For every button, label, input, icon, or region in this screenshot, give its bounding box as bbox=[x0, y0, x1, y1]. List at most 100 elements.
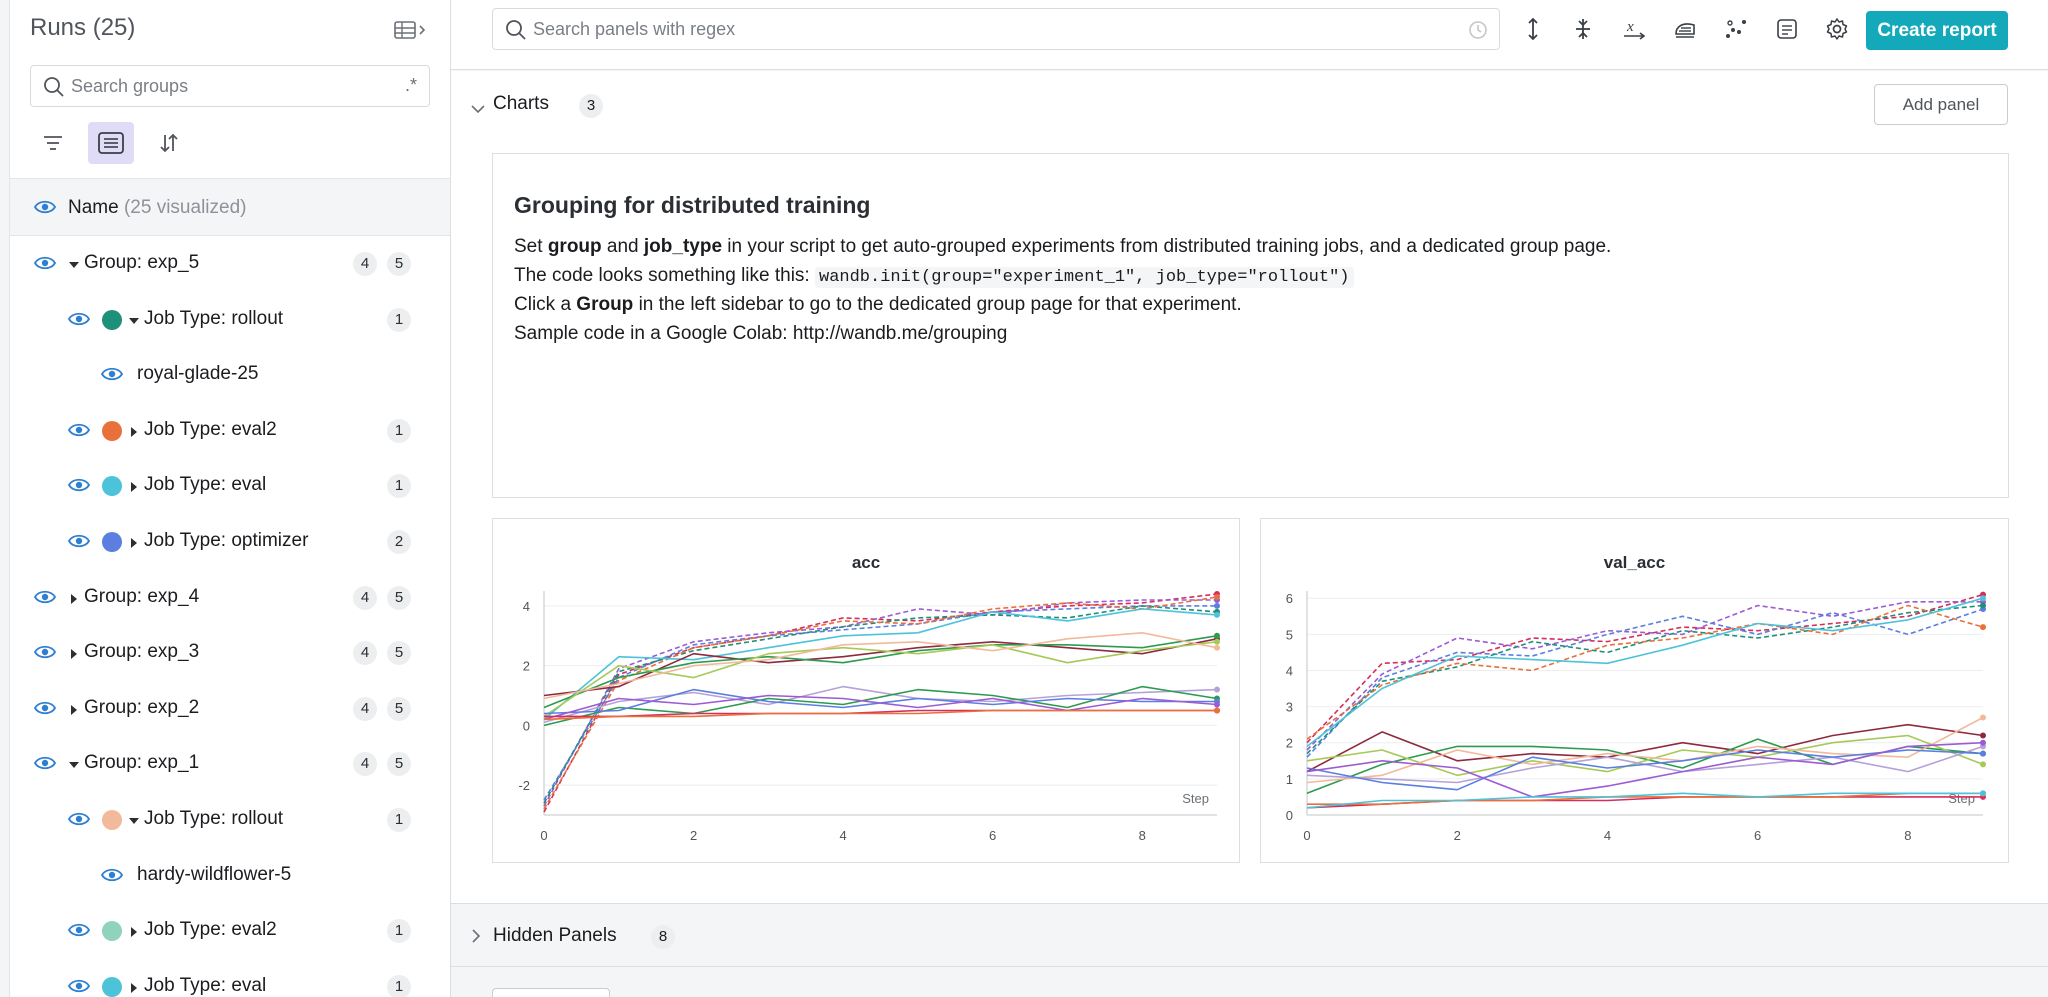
series-line[interactable] bbox=[1306, 597, 1984, 748]
expand-table-icon[interactable] bbox=[394, 20, 428, 40]
eye-icon[interactable] bbox=[67, 922, 91, 943]
x-axis-icon[interactable]: x bbox=[1620, 15, 1648, 43]
eye-icon[interactable] bbox=[33, 589, 57, 610]
caret-down-icon[interactable] bbox=[128, 314, 140, 326]
series-end-point[interactable] bbox=[1980, 761, 1986, 768]
series-line[interactable] bbox=[1306, 792, 1983, 809]
series-end-point[interactable] bbox=[1214, 611, 1220, 618]
collapse-vertical-icon[interactable] bbox=[1569, 15, 1597, 43]
series-end-point[interactable] bbox=[1980, 750, 1986, 757]
caret-right-icon[interactable] bbox=[128, 536, 140, 548]
run-color-dot[interactable] bbox=[102, 921, 122, 941]
group-button[interactable] bbox=[88, 122, 134, 164]
job-type-row[interactable]: Job Type: rollout 1 bbox=[10, 292, 450, 348]
series-end-point[interactable] bbox=[1214, 686, 1220, 693]
series-line[interactable] bbox=[543, 685, 1218, 727]
acc-chart-panel[interactable]: acc -2 0 2 4 0 2 4 6 8 Step bbox=[492, 518, 1240, 863]
series-line[interactable] bbox=[1307, 792, 1983, 806]
job-type-row[interactable]: Job Type: optimizer 2 bbox=[10, 514, 450, 570]
run-name[interactable]: royal-glade-25 bbox=[137, 363, 259, 384]
series-end-point[interactable] bbox=[1980, 790, 1986, 797]
eye-icon[interactable] bbox=[100, 366, 124, 387]
add-panel-button[interactable]: Add panel bbox=[1874, 84, 2008, 125]
eye-icon[interactable] bbox=[33, 199, 57, 220]
series-line[interactable] bbox=[1306, 723, 1984, 773]
eye-icon[interactable] bbox=[33, 755, 57, 776]
run-color-dot[interactable] bbox=[102, 532, 122, 552]
series-line[interactable] bbox=[1306, 604, 1984, 755]
caret-right-icon[interactable] bbox=[128, 425, 140, 437]
run-row[interactable]: hardy-wildflower-5 bbox=[10, 848, 450, 904]
series-line[interactable] bbox=[1306, 608, 1984, 758]
sort-button[interactable] bbox=[146, 122, 192, 164]
eye-icon[interactable] bbox=[33, 644, 57, 665]
eye-icon[interactable] bbox=[33, 700, 57, 721]
gear-icon[interactable] bbox=[1823, 15, 1851, 43]
series-line[interactable] bbox=[1306, 749, 1984, 791]
series-line[interactable] bbox=[1306, 601, 1983, 751]
caret-down-icon[interactable] bbox=[128, 814, 140, 826]
tooltip-settings-icon[interactable] bbox=[1773, 15, 1801, 43]
series-end-point[interactable] bbox=[1214, 701, 1220, 708]
group-search-input[interactable] bbox=[71, 66, 411, 106]
caret-right-icon[interactable] bbox=[128, 925, 140, 937]
caret-right-icon[interactable] bbox=[68, 647, 80, 659]
caret-down-icon[interactable] bbox=[68, 758, 80, 770]
run-row[interactable]: royal-glade-25 bbox=[10, 347, 450, 403]
history-icon[interactable] bbox=[1467, 19, 1489, 46]
series-end-point[interactable] bbox=[1980, 739, 1986, 746]
filter-button[interactable] bbox=[30, 122, 76, 164]
series-line[interactable] bbox=[543, 599, 1217, 807]
series-line[interactable] bbox=[543, 641, 1218, 718]
series-line[interactable] bbox=[543, 605, 1217, 801]
group-row[interactable]: Group: exp_4 4 5 bbox=[10, 570, 450, 626]
group-row[interactable]: Group: exp_1 4 5 bbox=[10, 736, 450, 792]
series-line[interactable] bbox=[543, 694, 1218, 721]
regex-toggle[interactable]: .* bbox=[404, 75, 417, 95]
job-type-row[interactable]: Job Type: eval2 1 bbox=[10, 403, 450, 459]
series-line[interactable] bbox=[543, 709, 1217, 721]
run-color-dot[interactable] bbox=[102, 421, 122, 441]
caret-down-icon[interactable] bbox=[68, 258, 80, 270]
series-end-point[interactable] bbox=[1214, 638, 1220, 645]
add-section-button[interactable] bbox=[492, 988, 610, 997]
job-type-row[interactable]: Job Type: eval 1 bbox=[10, 959, 450, 997]
eye-icon[interactable] bbox=[33, 255, 57, 276]
series-end-point[interactable] bbox=[1214, 602, 1220, 609]
series-line[interactable] bbox=[1306, 604, 1984, 740]
run-color-dot[interactable] bbox=[102, 977, 122, 997]
eye-icon[interactable] bbox=[100, 867, 124, 888]
smoothing-icon[interactable] bbox=[1671, 15, 1699, 43]
eye-icon[interactable] bbox=[67, 311, 91, 332]
series-line[interactable] bbox=[543, 685, 1218, 724]
eye-icon[interactable] bbox=[67, 533, 91, 554]
job-type-row[interactable]: Job Type: rollout 1 bbox=[10, 792, 450, 848]
series-end-point[interactable] bbox=[1214, 593, 1220, 600]
panel-search-input[interactable] bbox=[533, 9, 1453, 49]
series-end-point[interactable] bbox=[1980, 602, 1986, 609]
caret-right-icon[interactable] bbox=[128, 480, 140, 492]
series-line[interactable] bbox=[543, 632, 1218, 700]
outliers-icon[interactable] bbox=[1722, 15, 1750, 43]
series-end-point[interactable] bbox=[1980, 714, 1986, 721]
eye-icon[interactable] bbox=[67, 477, 91, 498]
create-report-button[interactable]: Create report bbox=[1866, 11, 2008, 50]
series-end-point[interactable] bbox=[1980, 595, 1986, 602]
series-end-point[interactable] bbox=[1980, 624, 1986, 631]
job-type-row[interactable]: Job Type: eval2 1 bbox=[10, 903, 450, 959]
series-end-point[interactable] bbox=[1214, 644, 1220, 651]
run-color-dot[interactable] bbox=[102, 310, 122, 330]
run-name[interactable]: hardy-wildflower-5 bbox=[137, 864, 292, 885]
series-end-point[interactable] bbox=[1214, 707, 1220, 714]
caret-right-icon[interactable] bbox=[128, 981, 140, 993]
series-end-point[interactable] bbox=[1980, 732, 1986, 739]
series-line[interactable] bbox=[1306, 741, 1984, 798]
expand-vertical-icon[interactable] bbox=[1519, 15, 1547, 43]
series-line[interactable] bbox=[543, 608, 1218, 721]
eye-icon[interactable] bbox=[67, 978, 91, 997]
series-end-point[interactable] bbox=[1214, 632, 1220, 639]
group-row[interactable]: Group: exp_2 4 5 bbox=[10, 681, 450, 737]
eye-icon[interactable] bbox=[67, 811, 91, 832]
job-type-row[interactable]: Job Type: eval 1 bbox=[10, 458, 450, 514]
run-color-dot[interactable] bbox=[102, 476, 122, 496]
